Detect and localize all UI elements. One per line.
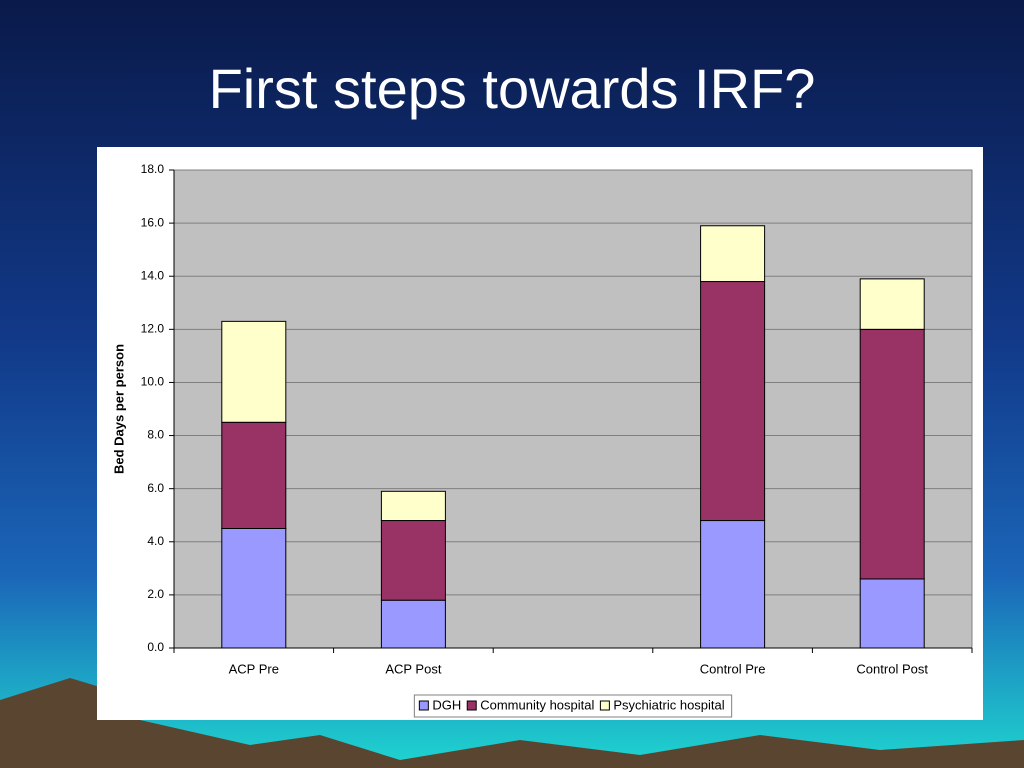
x-tick-label: Control Post bbox=[856, 661, 928, 676]
bar-segment bbox=[859, 578, 925, 649]
bar-segment bbox=[221, 320, 287, 423]
legend-box bbox=[413, 694, 733, 718]
bar-segment bbox=[221, 421, 287, 529]
y-tick-label: 4.0 bbox=[147, 534, 164, 548]
y-tick-label: 0.0 bbox=[147, 640, 164, 654]
y-tick-label: 6.0 bbox=[147, 481, 164, 495]
mountains bbox=[0, 678, 1024, 768]
y-tick-label: 2.0 bbox=[147, 587, 164, 601]
bar-segment bbox=[380, 520, 446, 601]
bar-segment bbox=[221, 528, 287, 649]
legend-swatch bbox=[466, 700, 477, 711]
y-tick-label: 10.0 bbox=[141, 375, 165, 389]
bar-segment bbox=[859, 278, 925, 330]
bar-segment bbox=[700, 281, 766, 522]
y-tick-label: 8.0 bbox=[147, 428, 164, 442]
legend-label: DGH bbox=[432, 697, 461, 712]
legend-label: Community hospital bbox=[480, 697, 594, 712]
y-axis-label: Bed Days per person bbox=[111, 344, 126, 474]
legend-swatch bbox=[599, 700, 610, 711]
y-tick-label: 18.0 bbox=[141, 162, 165, 176]
bar-segment bbox=[380, 490, 446, 522]
bar-segment bbox=[700, 520, 766, 649]
bar-segment bbox=[380, 599, 446, 649]
y-tick-label: 14.0 bbox=[141, 268, 165, 282]
legend: DGH Community hospital Psychiatric hospita… bbox=[413, 694, 733, 718]
plot-area bbox=[173, 169, 973, 649]
chart: 0.0 2.0 4.0 6.0 8.0 10.0 12.0 14.0 16.0 18.0 ACP P… bbox=[141, 162, 973, 718]
y-tick-label: 12.0 bbox=[141, 322, 165, 336]
legend-swatch bbox=[418, 700, 429, 711]
legend-label: Psychiatric hospital bbox=[613, 697, 724, 712]
x-tick-label: ACP Pre bbox=[229, 661, 279, 676]
slide-title: First steps towards IRF? bbox=[209, 57, 816, 120]
bar-segment bbox=[700, 225, 766, 283]
x-tick-label: ACP Post bbox=[385, 661, 442, 676]
y-tick-label: 16.0 bbox=[141, 215, 165, 229]
x-tick-label: Control Pre bbox=[700, 661, 766, 676]
bar-segment bbox=[859, 328, 925, 580]
